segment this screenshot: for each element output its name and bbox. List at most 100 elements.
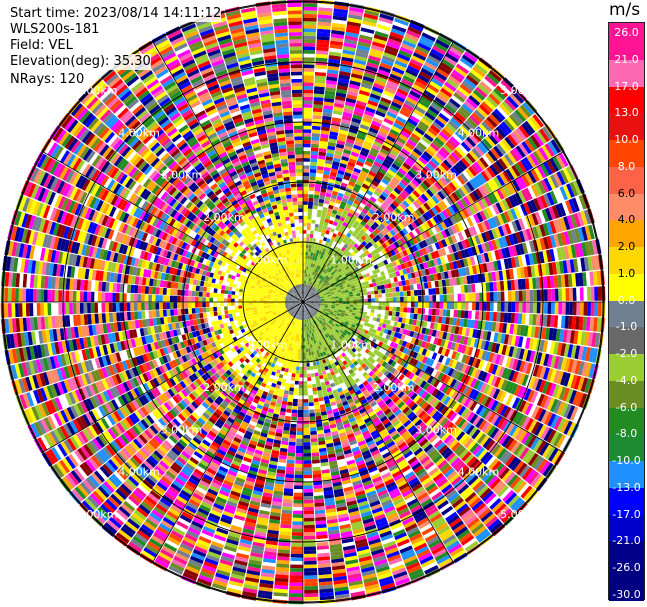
range-gate (389, 166, 398, 174)
range-gate (396, 136, 407, 145)
range-gate (329, 280, 334, 285)
range-gate (303, 165, 310, 169)
range-gate (383, 175, 392, 183)
range-gate (317, 273, 321, 278)
range-gate (305, 273, 308, 278)
range-gate (446, 101, 459, 112)
range-gate (518, 125, 530, 139)
range-gate (336, 195, 343, 201)
range-gate (346, 232, 352, 238)
range-gate (309, 278, 312, 282)
range-gate (304, 276, 306, 281)
range-gate (304, 280, 307, 285)
range-gate (324, 303, 329, 305)
range-gate (389, 149, 399, 157)
range-gate (359, 124, 370, 131)
range-gate (509, 114, 521, 127)
range-gate (530, 184, 540, 198)
range-gate (326, 258, 331, 263)
range-gate (303, 345, 306, 349)
range-gate (511, 233, 519, 245)
range-gate (330, 244, 336, 249)
range-gate (343, 263, 348, 268)
range-gate (319, 285, 323, 289)
range-gate (303, 122, 312, 126)
range-gate (353, 243, 359, 249)
range-gate (336, 88, 347, 95)
range-gate (418, 241, 425, 249)
range-gate (313, 484, 323, 489)
range-gate (330, 33, 345, 39)
range-gate (410, 290, 415, 296)
range-gate (311, 140, 320, 145)
range-gate (339, 299, 343, 302)
range-gate (420, 204, 428, 213)
range-gate (307, 294, 311, 297)
range-gate (475, 292, 480, 302)
range-gate (478, 186, 487, 197)
range-gate (367, 305, 372, 309)
range-gate (342, 221, 348, 227)
range-gate (316, 273, 320, 277)
range-gate (543, 302, 548, 314)
range-gate (398, 269, 404, 276)
range-gate (418, 38, 433, 49)
range-gate (303, 42, 316, 47)
range-gate (337, 81, 349, 87)
range-gate (366, 173, 375, 181)
range-gate (338, 282, 343, 286)
range-gate (459, 83, 472, 95)
range-gate (549, 220, 557, 234)
range-gate (313, 296, 317, 299)
range-gate (324, 275, 329, 279)
range-gate (303, 147, 311, 151)
range-gate (399, 109, 411, 118)
range-gate (329, 131, 339, 137)
range-gate (345, 265, 350, 271)
range-gate (304, 330, 307, 335)
range-gate (438, 131, 450, 141)
range-gate (312, 118, 322, 123)
range-gate (304, 295, 306, 299)
range-gate (387, 108, 399, 116)
range-gate (478, 104, 491, 116)
range-gate (360, 120, 371, 127)
range-gate (345, 308, 350, 312)
range-gate (390, 267, 396, 273)
range-gate (492, 128, 504, 141)
range-gate (390, 249, 396, 256)
range-gate (322, 283, 327, 288)
range-gate (344, 38, 358, 45)
range-gate (364, 255, 370, 261)
range-gate (535, 225, 543, 238)
range-gate (374, 157, 384, 165)
range-gate (349, 80, 361, 87)
range-gate (316, 43, 329, 48)
range-gate (471, 131, 482, 143)
range-gate (378, 238, 385, 245)
range-gate (303, 78, 314, 83)
range-gate (436, 294, 440, 302)
range-gate (524, 172, 534, 185)
range-gate (335, 176, 343, 182)
range-gate (304, 564, 317, 569)
range-gate (388, 222, 395, 230)
range-gate (421, 295, 426, 302)
range-gate (372, 249, 379, 255)
range-gate (311, 136, 320, 141)
range-gate (486, 292, 491, 302)
range-gate (311, 287, 315, 291)
range-gate (324, 218, 330, 224)
range-gate (319, 191, 326, 197)
range-gate (309, 416, 316, 421)
range-gate (324, 257, 328, 262)
range-gate (314, 408, 321, 413)
range-gate (494, 227, 502, 238)
range-gate (360, 302, 365, 305)
range-gate (384, 138, 395, 146)
range-gate (444, 104, 457, 114)
range-gate (469, 192, 478, 203)
range-gate (527, 186, 537, 199)
range-gate (407, 93, 420, 102)
range-gate (405, 121, 416, 130)
